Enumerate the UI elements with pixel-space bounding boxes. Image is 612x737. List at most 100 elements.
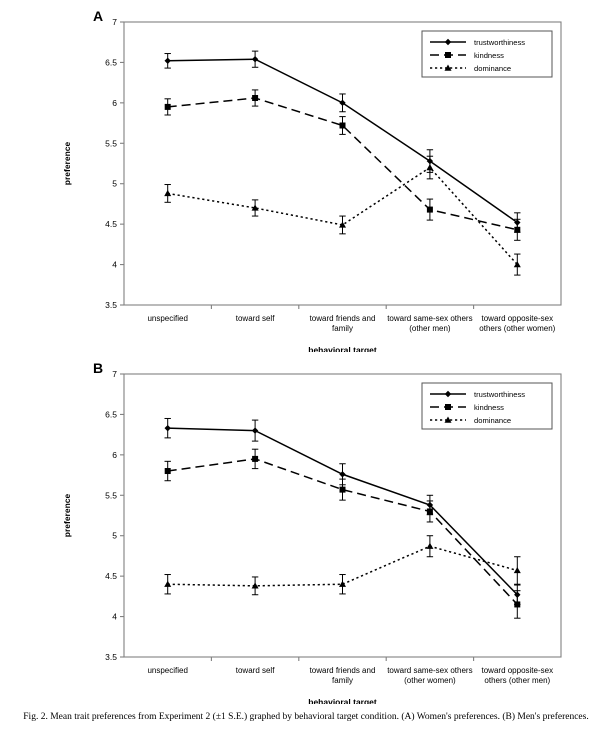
x-category-line: family [332, 676, 353, 685]
y-tick-label: 6.5 [105, 57, 117, 67]
legend-item-dominance[interactable]: dominance [430, 416, 511, 425]
legend-item-trustworthiness[interactable]: trustworthiness [430, 390, 525, 399]
x-category-line: toward friends and [310, 666, 376, 675]
series-line [167, 166, 518, 266]
data-point-diamond [339, 471, 346, 478]
y-axis-title: preference [62, 493, 72, 537]
panel-b-letter: B [93, 360, 104, 376]
legend-marker-square [445, 52, 451, 58]
x-category-line: others (other women) [479, 324, 555, 333]
y-tick-label: 4 [112, 260, 117, 270]
y-tick-label: 5.5 [105, 490, 117, 500]
series-line [167, 545, 518, 587]
data-point-triangle [426, 164, 434, 171]
legend-label: dominance [474, 416, 511, 425]
data-point-triangle [164, 580, 172, 587]
series-trustworthiness [164, 50, 521, 233]
legend-label: dominance [474, 64, 511, 73]
legend-label: trustworthiness [474, 38, 525, 47]
y-tick-label: 7 [112, 369, 117, 379]
x-category-label: toward same-sex others(other men) [387, 314, 472, 333]
x-axis-title: behavioral target [308, 345, 377, 352]
chart-panel-b: B 3.5 4 4.5 5 5.5 6 6.5 7 preference unspecified t… [0, 352, 612, 704]
x-category-label: unspecified [147, 666, 187, 675]
y-tick-label: 7 [112, 17, 117, 27]
x-category-label: toward self [236, 666, 275, 675]
series-line [167, 97, 518, 231]
x-category-label: toward self [236, 314, 275, 323]
x-category-line: unspecified [147, 314, 187, 323]
legend-box [421, 382, 553, 430]
x-category-line: toward self [236, 314, 275, 323]
data-point-diamond [251, 55, 259, 63]
y-tick-label: 4 [112, 612, 117, 622]
y-tick-label: 6 [112, 98, 117, 108]
data-point-triangle [426, 542, 434, 549]
data-point-diamond [339, 99, 346, 107]
legend-label: kindness [474, 51, 504, 60]
series-line [167, 58, 518, 224]
series-kindness [164, 448, 521, 619]
x-category-line: toward same-sex others [387, 666, 472, 675]
panel-a-plot: 3.5 4 4.5 5 5.5 6 6.5 7 preference unspecified tow… [62, 17, 562, 352]
data-point-triangle [164, 189, 172, 197]
data-point-square [514, 226, 521, 233]
series-kindness [164, 89, 521, 241]
data-point-triangle [251, 204, 259, 211]
data-point-square [426, 206, 433, 213]
legend-item-dominance[interactable]: dominance [430, 64, 511, 73]
legend: trustworthiness kindness dominance [421, 30, 553, 78]
data-point-triangle [513, 566, 521, 574]
legend-box [421, 30, 553, 78]
data-point-triangle [339, 221, 346, 228]
data-point-square [252, 455, 259, 462]
legend-item-trustworthiness[interactable]: trustworthiness [430, 38, 525, 47]
y-tick-label: 5 [112, 179, 117, 189]
data-point-triangle [251, 582, 259, 589]
x-category-line: toward friends and [310, 314, 376, 323]
data-point-square [426, 508, 433, 515]
legend-label: kindness [474, 403, 504, 412]
data-point-diamond [251, 427, 259, 434]
x-category-line: others (other men) [484, 676, 550, 685]
y-tick-label: 5 [112, 531, 117, 541]
series-dominance [164, 535, 521, 596]
legend-marker-triangle [444, 64, 452, 71]
legend-marker-square [445, 404, 451, 410]
plot-frame [123, 373, 562, 658]
legend-item-kindness[interactable]: kindness [430, 403, 504, 412]
y-tick-label: 6 [112, 450, 117, 460]
data-point-diamond [164, 424, 171, 432]
y-tick-label: 3.5 [105, 300, 117, 310]
data-point-triangle [513, 261, 521, 268]
data-point-square [164, 468, 171, 475]
x-axis-title: behavioral target [308, 697, 377, 704]
x-category-label: unspecified [147, 314, 187, 323]
x-category-line: toward same-sex others [387, 314, 472, 323]
x-category-line: unspecified [147, 666, 187, 675]
legend-label: trustworthiness [474, 390, 525, 399]
x-category-line: (other women) [404, 676, 456, 685]
legend: trustworthiness kindness dominance [421, 382, 553, 430]
y-tick-label: 4.5 [105, 219, 117, 229]
data-point-square [339, 486, 346, 493]
chart-panel-a: A 3.5 4 4.5 5 5.5 6 6.5 7 preference unspecified t… [0, 0, 612, 352]
data-point-square [252, 95, 259, 102]
legend-item-kindness[interactable]: kindness [430, 51, 504, 60]
series-dominance [164, 155, 521, 276]
legend-marker-triangle [444, 416, 452, 423]
y-tick-label: 6.5 [105, 409, 117, 419]
data-point-triangle [339, 580, 346, 587]
x-category-line: toward self [236, 666, 275, 675]
x-category-line: (other men) [409, 324, 451, 333]
y-axis-title: preference [62, 141, 72, 185]
panel-a-letter: A [93, 8, 104, 24]
data-point-square [514, 601, 521, 608]
data-point-diamond [164, 57, 171, 65]
plot-frame [123, 21, 562, 306]
series-line [167, 427, 518, 596]
